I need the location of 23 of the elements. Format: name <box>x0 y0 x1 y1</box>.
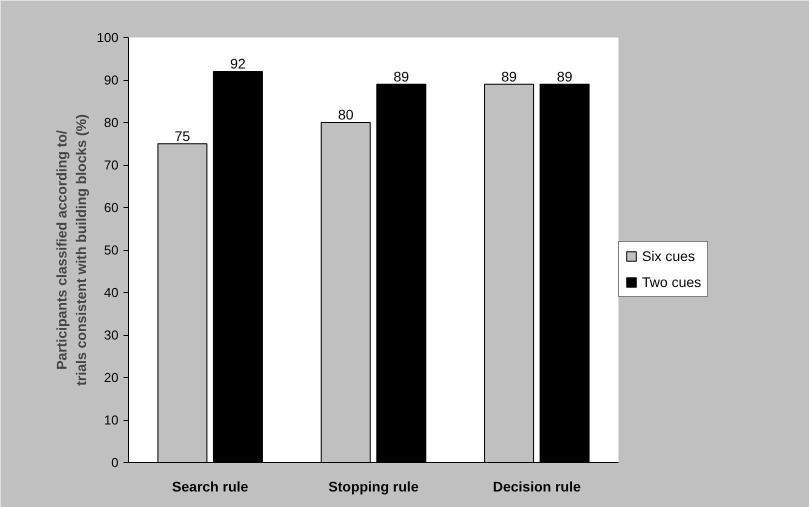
y-axis-title: Participants classified according to/ trials consistent with building blocks (%) <box>54 114 89 386</box>
y-tick-label: 0 <box>111 455 119 470</box>
data-label: 80 <box>338 106 354 122</box>
data-label: 75 <box>174 128 190 144</box>
x-tick-label: Stopping rule <box>328 478 419 494</box>
y-tick-label: 70 <box>104 158 119 172</box>
y-tick-label: 30 <box>104 328 119 342</box>
data-label: 92 <box>230 56 246 72</box>
y-tick-label: 40 <box>104 285 119 300</box>
y-tick-label: 10 <box>104 412 119 428</box>
legend-label: Six cues <box>642 248 695 264</box>
y-tick-label: 100 <box>96 30 119 45</box>
legend-label: Two cues <box>642 274 702 290</box>
y-tick-label: 20 <box>104 370 119 385</box>
y-tick-label: 60 <box>104 200 119 215</box>
y-tick-label: 50 <box>104 242 119 258</box>
y-tick-label: 80 <box>104 115 119 130</box>
data-label: 89 <box>501 68 518 84</box>
x-tick-label: Decision rule <box>492 478 582 494</box>
x-tick-label: Search rule <box>172 478 249 494</box>
data-label: 89 <box>393 68 410 84</box>
y-tick-label: 90 <box>104 72 119 88</box>
data-label: 89 <box>556 68 573 84</box>
